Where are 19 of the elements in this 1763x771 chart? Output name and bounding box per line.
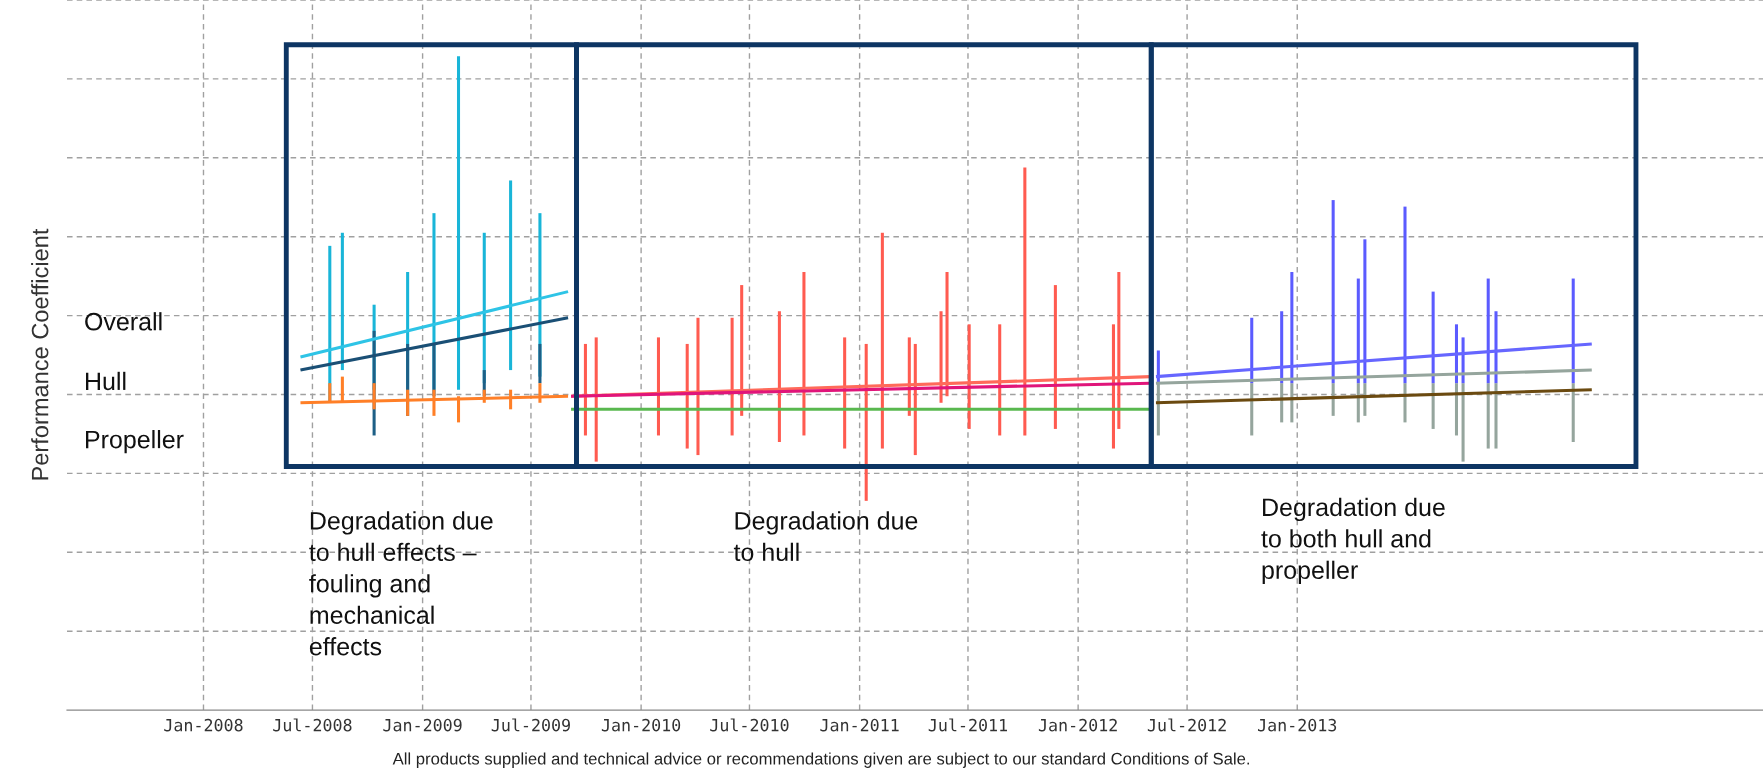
text: All products supplied and technical advice or recommendations given are subject to our standard Conditions of Sale. <box>392 752 1250 768</box>
annotation: Degradation due to hull <box>733 511 918 562</box>
annotation: Propeller <box>86 430 184 454</box>
x-tick-label: Jan-2013 <box>1257 718 1337 732</box>
x-tick-label: Jul-2010 <box>710 718 789 732</box>
x-tick-label: Jan-2008 <box>164 718 243 732</box>
x-tick-label: Jul-2011 <box>928 718 1007 732</box>
x-tick-label: Jul-2008 <box>273 718 352 732</box>
x-tick-label: Jul-2009 <box>491 718 570 732</box>
x-tick-label: Jan-2009 <box>383 718 462 732</box>
x-tick-label: Jul-2012 <box>1147 718 1226 732</box>
x-tick-label: Jan-2010 <box>601 718 681 732</box>
annotation: Degradation due to hull effects – fouling and mechanical effects <box>309 511 493 656</box>
annotation: Degradation due to both hull and propeller <box>1261 497 1445 584</box>
annotation: Overall <box>85 312 162 331</box>
annotation: Hull <box>86 371 126 391</box>
x-tick-label: Jan-2012 <box>1038 718 1117 732</box>
x-tick-label: Jan-2011 <box>820 718 899 732</box>
y-axis-title: Performance Coefficient <box>31 228 49 480</box>
